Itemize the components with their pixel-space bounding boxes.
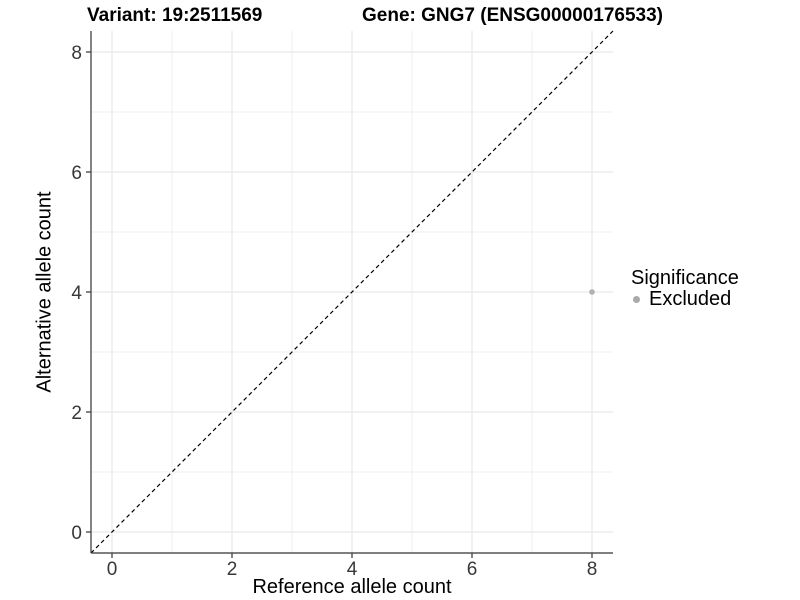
axis-ticks xyxy=(86,51,593,558)
x-tick-label: 0 xyxy=(107,559,118,580)
data-points xyxy=(589,289,595,295)
plot-title-gene: Gene: GNG7 (ENSG00000176533) xyxy=(362,5,663,26)
legend-key-dot-icon xyxy=(633,295,640,303)
y-tick-label: 4 xyxy=(71,283,82,304)
x-tick-label: 4 xyxy=(347,559,358,580)
identity-dashed-line xyxy=(90,30,614,554)
y-tick-label: 0 xyxy=(71,523,82,544)
x-tick-label: 8 xyxy=(587,559,598,580)
x-tick-label: 6 xyxy=(467,559,478,580)
data-point xyxy=(589,289,595,295)
legend: Significance Excluded xyxy=(628,267,739,310)
legend-entry-label: Excluded xyxy=(649,287,732,310)
tick-labels: 0 2 4 6 8 0 2 4 6 8 xyxy=(71,43,597,580)
y-tick-label: 2 xyxy=(71,403,82,424)
x-tick-label: 2 xyxy=(227,559,238,580)
legend-entry-excluded: Excluded xyxy=(628,287,739,310)
y-tick-label: 8 xyxy=(71,43,82,64)
x-axis-title: Reference allele count xyxy=(252,576,452,598)
y-tick-label: 6 xyxy=(71,163,82,184)
y-axis-title: Alternative allele count xyxy=(33,191,56,393)
legend-title: Significance xyxy=(631,267,739,289)
plot-title-variant: Variant: 19:2511569 xyxy=(87,5,263,26)
